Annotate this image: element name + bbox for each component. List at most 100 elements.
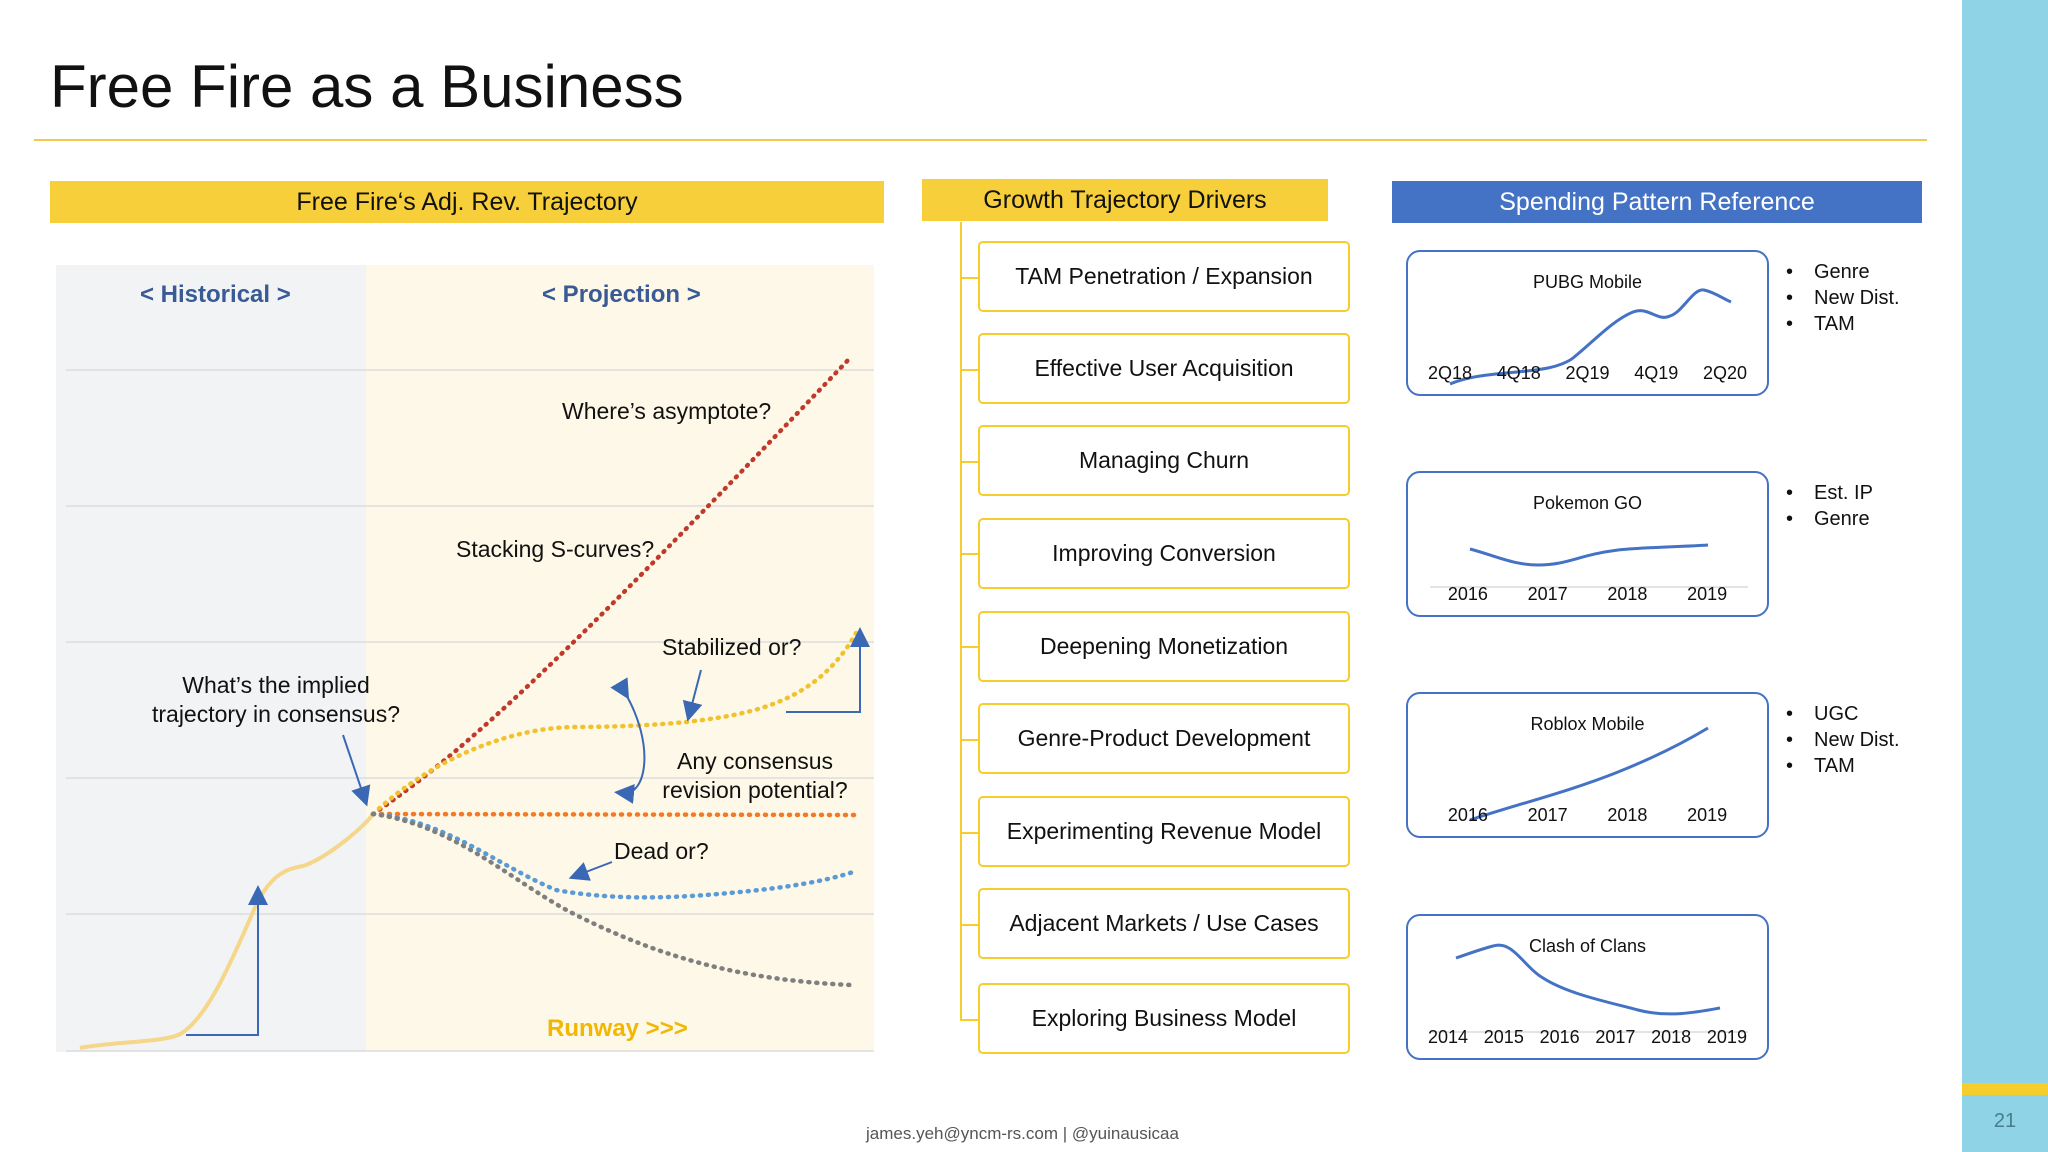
- clash-ticks: 2014 2015 2016 2017 2018 2019: [1428, 1027, 1747, 1048]
- bullet-item: New Dist.: [1786, 285, 1900, 311]
- tree-branch: [960, 1019, 978, 1021]
- tick: 2016: [1447, 805, 1488, 825]
- drivers-tree-trunk: [960, 222, 962, 1021]
- page-number: 21: [1993, 1110, 2017, 1132]
- sidebar-accent-bar: [1962, 1083, 2048, 1095]
- arrow-stabilized-corner: [786, 627, 870, 713]
- roblox-card: Roblox Mobile 2016 2017 2018 2019: [1406, 692, 1769, 838]
- bullet-item: UGC: [1786, 701, 1900, 727]
- arrow-revision: [610, 677, 646, 804]
- bullet-item: Genre: [1786, 506, 1873, 532]
- driver-item: Experimenting Revenue Model: [978, 796, 1350, 867]
- pubg-card: PUBG Mobile 2Q18 4Q18 2Q19 4Q19 2Q20: [1406, 250, 1769, 396]
- tick: 2014: [1428, 1027, 1469, 1047]
- bullet-item: Est. IP: [1786, 480, 1873, 506]
- decline-case-line: [370, 811, 854, 988]
- bullet-item: New Dist.: [1786, 727, 1900, 753]
- tree-branch: [960, 277, 978, 279]
- asymptote-annotation: Where’s asymptote?: [562, 398, 772, 424]
- tree-branch: [960, 553, 978, 555]
- clash-sparkline: [1430, 943, 1748, 1033]
- bullet-item: Genre: [1786, 259, 1900, 285]
- tick: 2017: [1527, 805, 1568, 825]
- card-title: PUBG Mobile: [1532, 272, 1643, 292]
- up-arrow-historical: [186, 885, 268, 1036]
- tick: 2019: [1687, 805, 1728, 825]
- gridlines: [66, 369, 874, 1052]
- stabilized-annotation: Stabilized or?: [662, 634, 802, 660]
- revision-line-2: revision potential?: [662, 777, 848, 803]
- driver-item: TAM Penetration / Expansion: [978, 241, 1350, 312]
- historical-label: < Historical >: [140, 281, 291, 308]
- tree-branch: [960, 832, 978, 834]
- consensus-annotation: What’s the implied trajectory in consens…: [96, 671, 456, 729]
- high-case-line: [370, 354, 854, 817]
- tree-branch: [960, 924, 978, 926]
- pubg-ticks: 2Q18 4Q18 2Q19 4Q19 2Q20: [1428, 363, 1747, 384]
- driver-item: Adjacent Markets / Use Cases: [978, 888, 1350, 959]
- flat-case-line: [370, 811, 859, 818]
- tick: 4Q19: [1634, 363, 1679, 383]
- right-sidebar: [1962, 0, 2048, 1152]
- title-divider: [34, 139, 1927, 141]
- pokemon-sparkline: [1430, 543, 1748, 588]
- dip-case-line: [370, 811, 859, 900]
- tree-branch: [960, 739, 978, 741]
- trajectory-chart: < Historical > < Projection > Where’s as…: [56, 265, 874, 1052]
- tick: 2018: [1607, 805, 1648, 825]
- pubg-sparkline: [1449, 288, 1732, 386]
- tick: 2Q19: [1565, 363, 1610, 383]
- dead-annotation: Dead or?: [614, 838, 709, 864]
- tick: 4Q18: [1496, 363, 1541, 383]
- projection-region: [366, 265, 874, 1052]
- trajectory-banner: Free Fire‘s Adj. Rev. Trajectory: [50, 181, 884, 223]
- consensus-line-2: trajectory in consensus?: [151, 701, 400, 727]
- tree-branch: [960, 369, 978, 371]
- trajectory-lines: [66, 354, 874, 1052]
- historical-line: [79, 812, 375, 1050]
- driver-item: Improving Conversion: [978, 518, 1350, 589]
- bullet-item: TAM: [1786, 311, 1900, 337]
- card-title: Roblox Mobile: [1530, 714, 1645, 734]
- spending-banner: Spending Pattern Reference: [1392, 181, 1922, 223]
- revision-line-1: Any consensus: [677, 748, 833, 774]
- tick: 2017: [1527, 584, 1568, 604]
- revision-annotation: Any consensus revision potential?: [630, 747, 880, 805]
- historical-region: [56, 265, 366, 1052]
- tree-branch: [960, 461, 978, 463]
- roblox-ticks: 2016 2017 2018 2019: [1428, 805, 1747, 826]
- arrow-consensus: [342, 734, 371, 807]
- footer-contact: james.yeh@yncm-rs.com | @yuinausicaa: [866, 1124, 1179, 1143]
- slide-title: Free Fire as a Business: [50, 53, 684, 120]
- tick: 2015: [1483, 1027, 1524, 1047]
- card-title: Clash of Clans: [1528, 936, 1647, 956]
- tree-branch: [960, 646, 978, 648]
- pokemon-ticks: 2016 2017 2018 2019: [1428, 584, 1747, 605]
- clash-card: Clash of Clans 2014 2015 2016 2017 2018 …: [1406, 914, 1769, 1060]
- drivers-banner: Growth Trajectory Drivers: [922, 179, 1328, 221]
- tick: 2016: [1539, 1027, 1580, 1047]
- runway-label: Runway >>>: [547, 1015, 688, 1042]
- projection-label: < Projection >: [542, 281, 701, 308]
- tick: 2Q20: [1702, 363, 1747, 383]
- roblox-sparkline: [1469, 726, 1709, 822]
- tick: 2019: [1706, 1027, 1747, 1047]
- tick: 2Q18: [1428, 363, 1473, 383]
- pokemon-bullets: Est. IP Genre: [1786, 480, 1873, 532]
- arrow-stabilized: [682, 669, 703, 722]
- tick: 2018: [1651, 1027, 1692, 1047]
- pokemon-card: Pokemon GO 2016 2017 2018 2019: [1406, 471, 1769, 617]
- arrow-dead: [568, 861, 613, 881]
- bullet-item: TAM: [1786, 753, 1900, 779]
- roblox-bullets: UGC New Dist. TAM: [1786, 701, 1900, 779]
- driver-item: Managing Churn: [978, 425, 1350, 496]
- s-curves-annotation: Stacking S-curves?: [456, 536, 655, 562]
- driver-item: Effective User Acquisition: [978, 333, 1350, 404]
- driver-item: Genre-Product Development: [978, 703, 1350, 774]
- consensus-line-1: What’s the implied: [182, 672, 370, 698]
- driver-item: Exploring Business Model: [978, 983, 1350, 1054]
- card-title: Pokemon GO: [1532, 493, 1643, 513]
- tick: 2018: [1607, 584, 1648, 604]
- driver-item: Deepening Monetization: [978, 611, 1350, 682]
- tick: 2016: [1447, 584, 1488, 604]
